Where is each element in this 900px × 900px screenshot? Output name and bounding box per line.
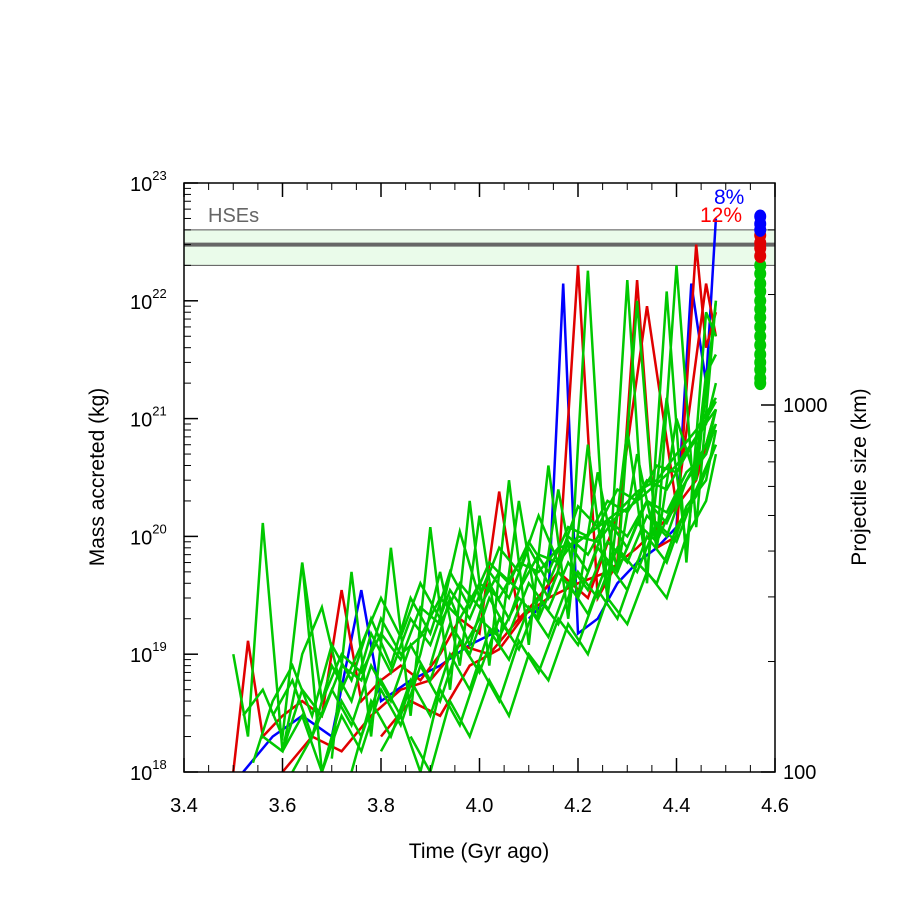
end-markers-layer bbox=[754, 209, 767, 391]
y2-axis-title: Projectile size (km) bbox=[848, 388, 871, 565]
x-tick-label: 3.4 bbox=[170, 795, 198, 817]
end-marker-blue-2 bbox=[754, 222, 767, 237]
y2-tick-label: 1000 bbox=[783, 395, 828, 417]
series-line-green-18 bbox=[458, 423, 718, 655]
y-tick-label: 1018 bbox=[130, 757, 167, 785]
x-tick-label: 4.4 bbox=[663, 795, 691, 817]
x-tick-label: 4.6 bbox=[761, 795, 789, 817]
x-tick-label: 4.2 bbox=[564, 795, 592, 817]
series-layer bbox=[232, 218, 718, 772]
y-tick-label: 1020 bbox=[130, 521, 167, 549]
y-tick-label: 1019 bbox=[130, 639, 167, 667]
end-marker-green-14 bbox=[754, 376, 767, 391]
y-axis-title: Mass accreted (kg) bbox=[86, 388, 109, 567]
series-line-blue-0 bbox=[527, 218, 718, 636]
series-line-green-14 bbox=[350, 429, 718, 772]
series-line-green-20 bbox=[616, 265, 718, 572]
series-line-green-13 bbox=[330, 353, 718, 759]
series-line-green-16 bbox=[409, 453, 718, 772]
series-line-green-5 bbox=[232, 397, 717, 752]
annotation-red-percent: 12% bbox=[700, 204, 742, 227]
series-line-green-17 bbox=[429, 408, 718, 666]
plot-frame bbox=[183, 182, 776, 773]
hse-label: HSEs bbox=[208, 205, 259, 227]
y-tick-label: 1023 bbox=[130, 168, 167, 196]
axes-layer: 3.4 3.6 3.8 4.0 4.2 4.4 4.6 1018 1019 1020 1021 102… bbox=[130, 168, 828, 817]
series-line-green-15 bbox=[379, 444, 718, 772]
y-tick-label: 1022 bbox=[130, 286, 167, 314]
hse-band-layer bbox=[184, 229, 775, 266]
series-line-red-4 bbox=[380, 283, 718, 738]
annotation-blue-percent: 8% bbox=[714, 186, 744, 209]
series-line-green-19 bbox=[566, 270, 718, 619]
x-tick-label: 4.0 bbox=[466, 795, 494, 817]
x-tick-label: 3.8 bbox=[367, 795, 395, 817]
x-axis-title: Time (Gyr ago) bbox=[409, 840, 549, 863]
series-line-green-12 bbox=[300, 444, 718, 772]
end-marker-red-3 bbox=[754, 249, 767, 264]
x-tick-label: 3.6 bbox=[269, 795, 297, 817]
hse-range-band bbox=[184, 229, 775, 266]
y-tick-label: 1021 bbox=[130, 404, 167, 432]
y2-tick-label: 100 bbox=[783, 762, 816, 784]
end-marker-green-1 bbox=[754, 266, 767, 281]
